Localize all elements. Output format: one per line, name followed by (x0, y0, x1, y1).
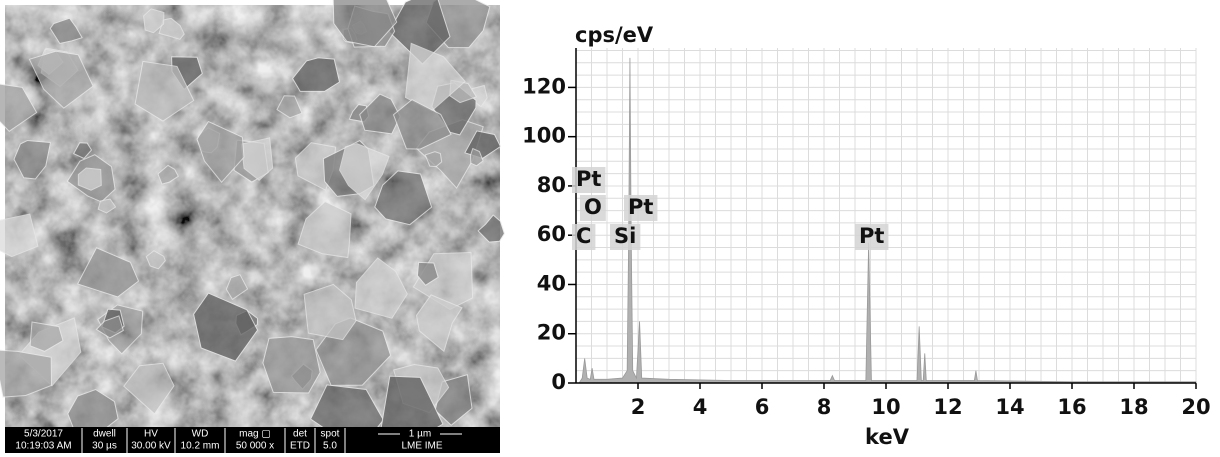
info-text: mag ▢ (239, 429, 271, 440)
info-text: 5.0 (323, 441, 337, 452)
x-tick-label: 16 (1057, 395, 1086, 419)
x-tick-label: 2 (631, 395, 646, 419)
info-text: 5/3/2017 (24, 429, 63, 440)
y-tick-label: 40 (537, 271, 566, 295)
x-tick-label: 8 (817, 395, 832, 419)
element-label: Pt (628, 195, 653, 219)
x-tick-label: 6 (755, 395, 770, 419)
x-tick-label: 10 (871, 395, 900, 419)
scale-bar-label: 1 µm (409, 429, 431, 440)
x-tick-label: 14 (995, 395, 1024, 419)
y-tick-label: 20 (537, 321, 566, 345)
y-tick-label: 60 (537, 222, 566, 246)
info-text: 10.2 mm (181, 441, 220, 452)
element-label: Pt (576, 167, 601, 191)
particle (78, 168, 101, 190)
info-text: HV (144, 429, 158, 440)
element-label: O (584, 195, 602, 219)
info-text: spot (321, 429, 340, 440)
y-tick-label: 80 (537, 173, 566, 197)
y-axis-label: cps/eV (575, 23, 654, 47)
info-text: 30.00 kV (131, 441, 171, 452)
x-tick-label: 20 (1181, 395, 1210, 419)
info-text: dwell (93, 429, 116, 440)
info-text: WD (192, 429, 209, 440)
element-label: Si (614, 224, 636, 248)
element-label: C (576, 224, 591, 248)
info-text: 30 µs (92, 441, 117, 452)
x-tick-label: 12 (933, 395, 962, 419)
eds-chart: 0 20 40 60 80 100 120 2 4 6 8 10 12 14 16 18 20 cps/eV keV… (522, 23, 1210, 449)
info-text: ETD (290, 441, 310, 452)
particle (263, 337, 320, 393)
x-tick-label: 4 (693, 395, 708, 419)
x-tick-label: 18 (1119, 395, 1148, 419)
y-tick-label: 120 (522, 74, 566, 98)
x-axis-label: keV (865, 425, 910, 449)
y-tick-label: 100 (522, 124, 566, 148)
info-text: 50 000 x (236, 441, 274, 452)
info-text: det (293, 429, 307, 440)
element-label: Pt (859, 224, 884, 248)
info-text: 10:19:03 AM (15, 441, 71, 452)
lab-label: LME IME (401, 441, 442, 452)
y-tick-label: 0 (551, 370, 566, 394)
figure: 5/3/201710:19:03 AM dwell30 µs HV30.00 kV W… (0, 0, 1220, 453)
page: 5/3/201710:19:03 AM dwell30 µs HV30.00 kV W… (0, 0, 1220, 453)
